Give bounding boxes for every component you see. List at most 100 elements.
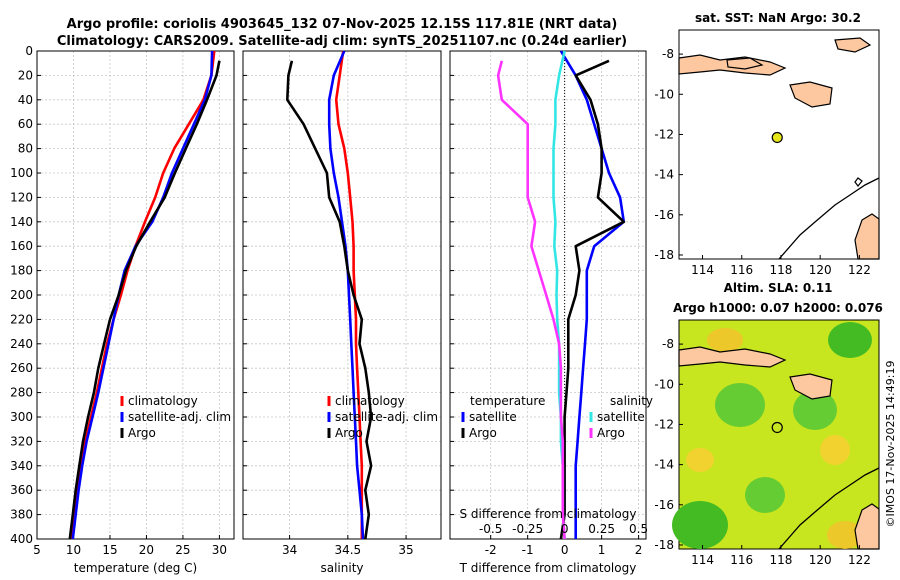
- salinity-legend-label: satellite-adj. clim: [335, 410, 438, 424]
- salinity-legend-label: climatology: [335, 394, 405, 408]
- temperature-xtick-label: 15: [102, 543, 117, 557]
- temperature-ytick-label: 240: [10, 337, 33, 351]
- map-sla-xtick-label: 116: [730, 553, 753, 567]
- sst-map-title: sat. SST: NaN Argo: 30.2: [695, 11, 861, 25]
- temperature-ytick-label: 80: [18, 142, 33, 156]
- difference-xtick-label: 2: [635, 543, 643, 557]
- map-sst-ytick-label: -18: [654, 248, 674, 262]
- temperature-ytick-label: 380: [10, 508, 33, 522]
- map-sst-ytick-label: -16: [654, 208, 674, 222]
- map-sst-xtick-label: 116: [730, 263, 753, 277]
- temperature-xtick-label: 5: [33, 543, 41, 557]
- difference-temperature-legend-label: satellite: [469, 410, 517, 424]
- map-sla-xtick-label: 114: [691, 553, 714, 567]
- temperature-ytick-label: 200: [10, 288, 33, 302]
- map-sla-ytick-label: -16: [654, 498, 674, 512]
- temperature-ytick-label: 360: [10, 483, 33, 497]
- map-sst-ytick-label: -14: [654, 168, 674, 182]
- difference-salinity-legend-label: Argo: [597, 426, 625, 440]
- map-sst-xtick-label: 120: [809, 263, 832, 277]
- map-sla-float-marker: [771, 421, 783, 434]
- difference-xlabel: T difference from climatology: [459, 561, 637, 575]
- temperature-legend-label: satellite-adj. clim: [128, 410, 231, 424]
- difference-series-s-argo: [496, 60, 566, 540]
- temperature-frame: [36, 50, 235, 540]
- map-sst-xtick-label: 122: [848, 263, 871, 277]
- difference-top-tick-label: 0.5: [629, 522, 648, 536]
- temperature-ytick-label: 220: [10, 312, 33, 326]
- temperature-ytick-label: 320: [10, 434, 33, 448]
- figure-title-line1: Argo profile: coriolis 4903645_132 07-No…: [67, 17, 618, 32]
- salinity-xtick-label: 34.5: [334, 543, 361, 557]
- sla-map: 114 116 118 120 122 -8 -10 -12 -14 -16 -18: [654, 319, 880, 567]
- map-sst-ytick-label: -12: [654, 127, 674, 141]
- map-sla-xtick-label: 118: [770, 553, 793, 567]
- temperature-xtick-label: 25: [175, 543, 190, 557]
- temperature-ytick-label: 180: [10, 264, 33, 278]
- temperature-legend-label: Argo: [128, 426, 156, 440]
- temperature-legend-label: climatology: [128, 394, 198, 408]
- difference-xtick-label: 1: [598, 543, 606, 557]
- temperature-xlabel: temperature (deg C): [74, 561, 197, 575]
- temperature-xtick-label: 30: [212, 543, 227, 557]
- temperature-ytick-label: 160: [10, 239, 33, 253]
- map-sla-ytick-label: -8: [662, 337, 674, 351]
- temperature-ytick-label: 260: [10, 361, 33, 375]
- temperature-panel: 0 20 40 60 80 100 120 140 160 180 200 220 240 260 280 3…: [10, 44, 235, 575]
- difference-temperature-legend-label: Argo: [469, 426, 497, 440]
- difference-salinity-legend-label: satellite: [597, 410, 645, 424]
- sla-map-title-line2: Argo h1000: 0.07 h2000: 0.076: [673, 301, 883, 315]
- sla-coastline: [778, 467, 880, 550]
- map-sst-float-marker: [771, 131, 783, 144]
- difference-series-t-satellite: [559, 50, 626, 539]
- difference-top-tick-label: -0.25: [512, 522, 543, 536]
- temperature-xtick-label: 20: [139, 543, 154, 557]
- difference-xtick-label: -1: [522, 543, 534, 557]
- salinity-xtick-label: 35: [398, 543, 413, 557]
- sla-field: [672, 322, 872, 549]
- temperature-series-argo: [68, 60, 221, 540]
- salinity-panel: 34 34.5 35 salinity climatology satellite-adj…: [242, 50, 442, 575]
- temperature-ytick-label: 120: [10, 190, 33, 204]
- difference-top-tick-label: -0.5: [479, 522, 502, 536]
- salinity-series-satellite-adj-clim: [327, 50, 365, 540]
- difference-legend-salinity-title: salinity: [610, 394, 653, 408]
- sla-land-masses: [678, 346, 880, 550]
- difference-top-tick-label: 0.25: [588, 522, 615, 536]
- sla-map-title-line1: Altim. SLA: 0.11: [724, 281, 833, 295]
- temperature-ytick-label: 400: [10, 532, 33, 546]
- salinity-legend-label: Argo: [335, 426, 363, 440]
- temperature-series-climatology: [70, 50, 216, 540]
- difference-panel: -2 -1 0 1 2 T difference from climatology temp…: [449, 50, 653, 575]
- map-sla-ytick-label: -18: [654, 538, 674, 552]
- salinity-series-argo: [285, 60, 373, 540]
- temperature-xtick-label: 10: [66, 543, 81, 557]
- map-sla-ytick-label: -14: [654, 458, 674, 472]
- map-sst-xtick-label: 114: [691, 263, 714, 277]
- map-sst-ytick-label: -8: [662, 47, 674, 61]
- map-sst-ytick-label: -10: [654, 87, 674, 101]
- difference-series-t-argo: [559, 59, 626, 540]
- salinity-xtick-label: 34: [282, 543, 297, 557]
- difference-legend-temperature-title: temperature: [470, 394, 545, 408]
- sst-map: 114 116 118 120 122 -8 -10 -12 -14 -16 -18: [654, 29, 880, 277]
- map-sla-ytick-label: -12: [654, 417, 674, 431]
- map-sla-xtick-label: 120: [809, 553, 832, 567]
- difference-xtick-label: 0: [561, 543, 569, 557]
- map-sst-xtick-label: 118: [770, 263, 793, 277]
- temperature-ytick-label: 20: [18, 68, 33, 82]
- temperature-ytick-label: 340: [10, 459, 33, 473]
- difference-top-tick-label: 0: [561, 522, 569, 536]
- imos-credit: ©IMOS 17-Nov-2025 14:49:19: [884, 361, 897, 528]
- map-sla-ytick-label: -10: [654, 377, 674, 391]
- temperature-ytick-label: 140: [10, 215, 33, 229]
- temperature-ytick-label: 300: [10, 410, 33, 424]
- difference-top-axis-label: S difference from climatology: [460, 507, 637, 521]
- temperature-ytick-label: 280: [10, 386, 33, 400]
- temperature-ytick-label: 100: [10, 166, 33, 180]
- temperature-ytick-label: 40: [18, 93, 33, 107]
- map-sla-xtick-label: 122: [848, 553, 871, 567]
- salinity-xlabel: salinity: [320, 561, 363, 575]
- temperature-ytick-label: 0: [25, 44, 33, 58]
- temperature-ytick-label: 60: [18, 117, 33, 131]
